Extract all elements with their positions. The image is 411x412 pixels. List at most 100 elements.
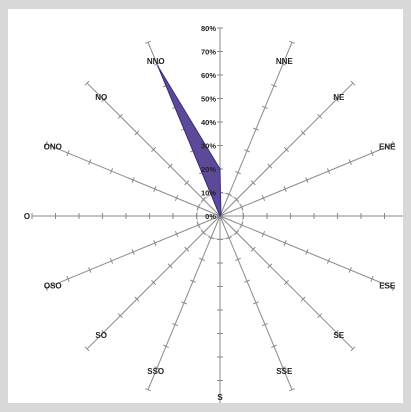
axis-tick [88,159,92,166]
axis-tick [288,40,295,44]
axis-tick [101,329,107,335]
axis-tick [350,346,356,352]
axis-tick [131,177,135,183]
axis-tick [333,329,339,335]
axis-tick [235,257,241,262]
axis-tick [317,113,323,119]
axis-tick [253,301,259,305]
radial-tick-label: 30% [201,142,216,151]
axis-tick [392,284,396,291]
data-point-nne [220,213,222,215]
axis-tick [240,204,244,210]
axis-tick [174,231,179,237]
axis-tick [151,279,157,285]
axis-tick [348,266,352,273]
axis-tick [154,366,161,370]
axis-tick [154,62,161,66]
axis-tick [44,284,48,291]
data-point-nno [157,65,159,67]
axis-tick [244,149,250,153]
axis-tick [199,257,205,262]
direction-label-nno: NNO [147,57,165,66]
direction-label-o: O [24,212,30,221]
axis-tick [200,230,206,236]
axis-tick [109,168,114,174]
axis-tick [283,186,287,192]
axis-tick [288,388,295,392]
axis-tick [226,192,232,196]
radial-tick-label: 80% [201,24,216,33]
axis-tick [226,236,232,240]
axis-tick [333,97,339,103]
axis-tick [174,195,179,201]
axis-tick [181,301,187,305]
direction-label-n: N [217,9,223,10]
axis-tick [153,240,157,246]
axis-tick [300,130,306,136]
axis-tick [109,258,114,264]
axis-tick [167,263,173,269]
direction-label-ese: ESE [379,281,396,290]
series-area-0 [157,65,222,218]
axis-tick [270,344,277,348]
axis-tick [134,296,140,302]
axis-tick [279,62,286,66]
axis-tick [270,84,277,88]
axis-tick [348,159,352,166]
radial-tick-label: 20% [201,165,216,174]
axis-tick [370,275,374,282]
axis-tick [317,313,323,319]
axis-tick [262,105,268,110]
direction-label-ene: ENE [379,143,396,152]
radial-tick-label: 70% [201,48,216,57]
axis-tick [250,180,256,186]
data-point-n [219,168,221,170]
axis-tick [234,230,240,236]
radial-tick-label: 40% [201,118,216,127]
direction-label-nne: NNE [276,57,294,66]
axis-tick [190,279,196,283]
axis-tick [117,113,123,119]
axis-tick [261,231,266,237]
axis-tick [370,150,374,157]
axis-tick [305,177,309,183]
axis-tick [267,163,273,169]
axis-tick [163,344,170,348]
axis-tick [151,147,157,153]
direction-label-no: NO [95,93,107,102]
radial-tick-label: 50% [201,95,216,104]
axis-tick [261,195,266,201]
direction-label-ono: ONO [44,143,62,152]
radial-tick-label: 10% [201,189,216,198]
axis-tick [131,249,135,255]
axis-tick [196,222,200,228]
direction-label-oso: OSO [44,281,62,290]
axis-tick [283,147,289,153]
axis-tick [235,170,241,175]
axis-tick [145,388,152,392]
direction-label-s: S [217,393,223,402]
axis-tick [66,150,70,157]
radial-tick-label: 60% [201,71,216,80]
direction-label-se: SE [333,331,344,340]
axis-tick [84,346,90,352]
axis-tick [44,141,48,148]
axis-tick [326,258,331,264]
chart-area: 0%10%20%30%40%50%60%70%80%NNNENEENEEESES… [8,1,411,405]
axis-tick [392,141,396,148]
axis-tick [234,196,240,202]
direction-label-so: SO [95,331,107,340]
axis-tick [184,180,190,186]
axis-tick [172,322,178,327]
axis-tick [145,40,152,44]
wind-rose-chart: 0%10%20%30%40%50%60%70%80%NNNENEENEEESES… [24,1,411,405]
axis-tick [283,279,289,285]
axis-tick [88,266,92,273]
radial-tick-label: 0% [205,212,216,221]
axis-tick [244,279,250,283]
axis-tick [350,80,356,86]
axis-tick [200,196,206,202]
axis-tick [326,168,331,174]
direction-label-ne: NE [333,93,345,102]
